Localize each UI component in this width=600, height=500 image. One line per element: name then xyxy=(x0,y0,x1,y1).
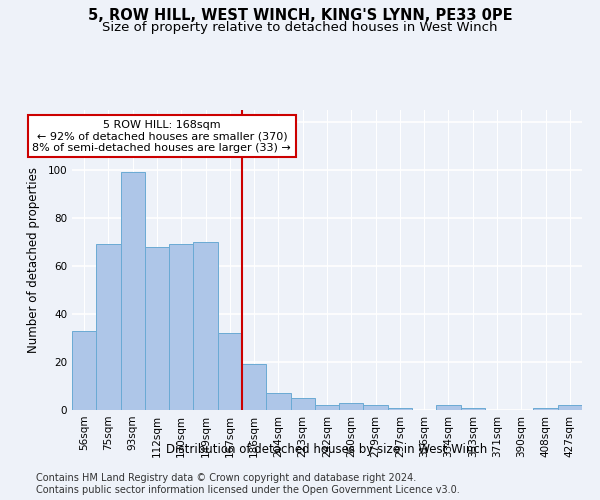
Bar xyxy=(290,398,315,410)
Y-axis label: Number of detached properties: Number of detached properties xyxy=(28,167,40,353)
Bar xyxy=(169,244,193,410)
Bar xyxy=(145,247,169,410)
Text: Contains HM Land Registry data © Crown copyright and database right 2024.
Contai: Contains HM Land Registry data © Crown c… xyxy=(36,474,460,495)
Bar xyxy=(436,405,461,410)
Bar xyxy=(96,244,121,410)
Text: Distribution of detached houses by size in West Winch: Distribution of detached houses by size … xyxy=(166,442,488,456)
Bar xyxy=(242,364,266,410)
Bar xyxy=(388,408,412,410)
Text: Size of property relative to detached houses in West Winch: Size of property relative to detached ho… xyxy=(102,21,498,34)
Bar xyxy=(339,403,364,410)
Bar xyxy=(533,408,558,410)
Bar xyxy=(461,408,485,410)
Text: 5 ROW HILL: 168sqm
← 92% of detached houses are smaller (370)
8% of semi-detache: 5 ROW HILL: 168sqm ← 92% of detached hou… xyxy=(32,120,291,153)
Text: 5, ROW HILL, WEST WINCH, KING'S LYNN, PE33 0PE: 5, ROW HILL, WEST WINCH, KING'S LYNN, PE… xyxy=(88,8,512,22)
Bar xyxy=(121,172,145,410)
Bar xyxy=(266,393,290,410)
Bar xyxy=(72,331,96,410)
Bar xyxy=(193,242,218,410)
Bar xyxy=(315,405,339,410)
Bar xyxy=(364,405,388,410)
Bar xyxy=(558,405,582,410)
Bar xyxy=(218,333,242,410)
